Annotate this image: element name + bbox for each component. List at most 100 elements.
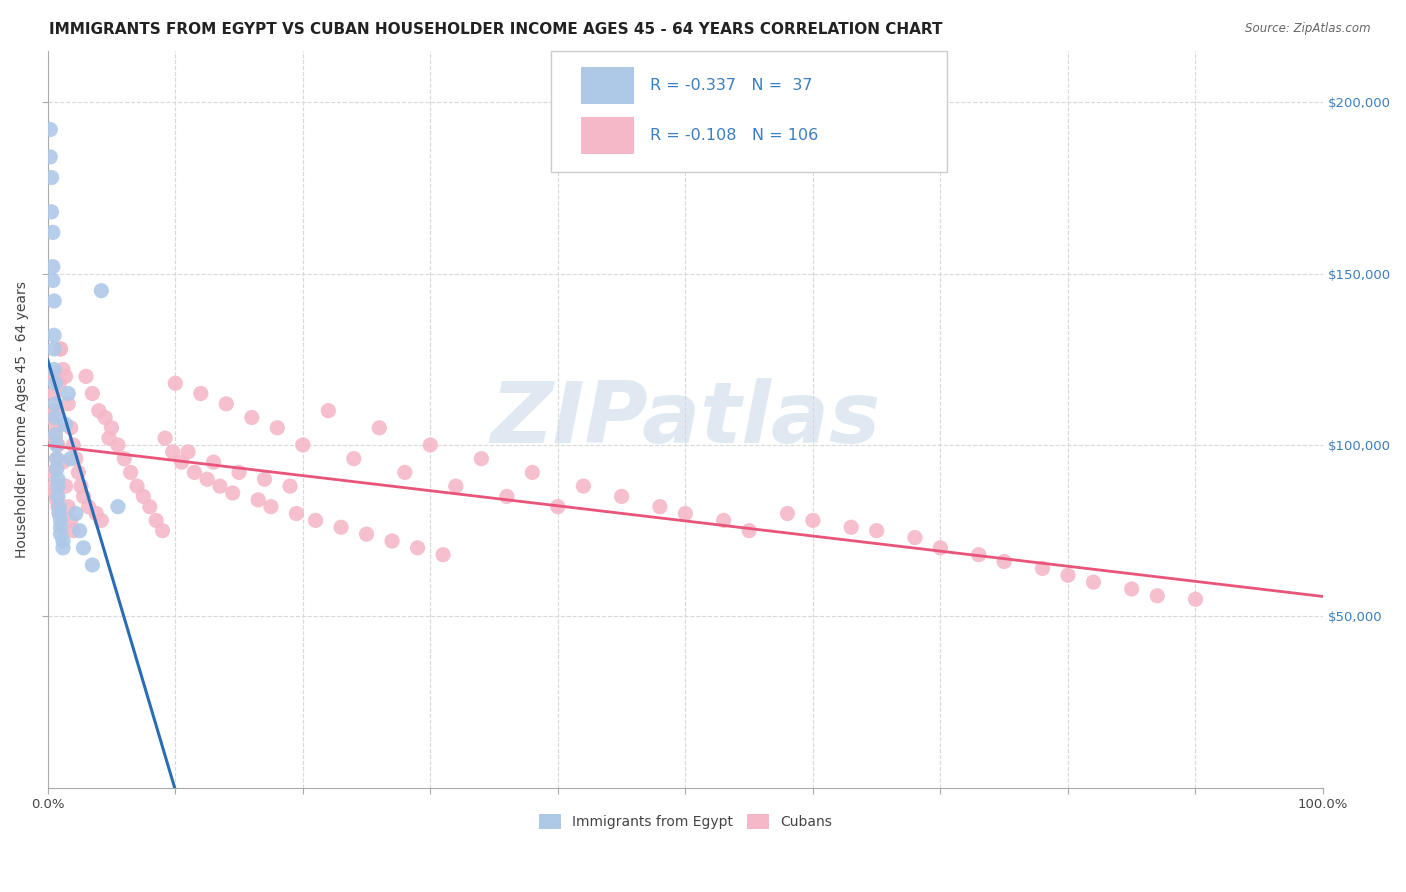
Point — [470, 451, 492, 466]
Point — [42, 386, 65, 401]
Point — [318, 403, 340, 417]
Point — [112, 451, 135, 466]
Point — [738, 524, 761, 538]
Point — [221, 486, 243, 500]
Point — [52, 541, 75, 555]
Point — [1083, 575, 1105, 590]
Text: R = -0.108   N = 106: R = -0.108 N = 106 — [650, 128, 818, 143]
Point — [522, 466, 544, 480]
Point — [46, 438, 69, 452]
Point — [993, 555, 1015, 569]
Point — [52, 362, 75, 376]
Point — [145, 513, 167, 527]
Point — [153, 431, 176, 445]
Point — [82, 558, 104, 572]
Legend: Immigrants from Egypt, Cubans: Immigrants from Egypt, Cubans — [531, 807, 839, 836]
Point — [44, 431, 66, 445]
Point — [65, 507, 87, 521]
Text: ZIPatlas: ZIPatlas — [491, 377, 880, 461]
Point — [278, 479, 301, 493]
Point — [42, 293, 65, 308]
Text: R = -0.337   N =  37: R = -0.337 N = 37 — [650, 78, 813, 93]
Point — [90, 513, 112, 527]
Point — [132, 490, 155, 504]
Point — [84, 507, 107, 521]
Text: IMMIGRANTS FROM EGYPT VS CUBAN HOUSEHOLDER INCOME AGES 45 - 64 YEARS CORRELATION: IMMIGRANTS FROM EGYPT VS CUBAN HOUSEHOLD… — [49, 22, 942, 37]
Point — [59, 421, 82, 435]
Point — [75, 369, 97, 384]
Point — [266, 421, 288, 435]
Point — [42, 328, 65, 343]
Point — [44, 376, 66, 391]
Point — [1031, 561, 1053, 575]
Point — [356, 527, 378, 541]
Point — [55, 417, 77, 432]
Point — [610, 490, 633, 504]
FancyBboxPatch shape — [581, 117, 634, 154]
Point — [56, 386, 79, 401]
Point — [291, 438, 314, 452]
Point — [48, 507, 70, 521]
Point — [94, 410, 117, 425]
FancyBboxPatch shape — [581, 67, 634, 103]
Point — [70, 479, 93, 493]
Point — [247, 492, 270, 507]
Point — [419, 438, 441, 452]
Point — [260, 500, 283, 514]
Point — [55, 369, 77, 384]
Point — [648, 500, 671, 514]
Point — [202, 455, 225, 469]
Point — [304, 513, 326, 527]
Point — [46, 490, 69, 504]
Point — [776, 507, 799, 521]
Point — [49, 520, 72, 534]
FancyBboxPatch shape — [551, 51, 946, 172]
Point — [1057, 568, 1080, 582]
Point — [52, 533, 75, 548]
Point — [44, 403, 66, 417]
Point — [72, 490, 94, 504]
Point — [87, 403, 110, 417]
Point — [330, 520, 353, 534]
Point — [572, 479, 595, 493]
Point — [49, 342, 72, 356]
Point — [44, 410, 66, 425]
Point — [39, 122, 62, 136]
Point — [42, 479, 65, 493]
Point — [139, 500, 162, 514]
Y-axis label: Householder Income Ages 45 - 64 years: Householder Income Ages 45 - 64 years — [15, 281, 30, 558]
Point — [165, 376, 187, 391]
Point — [125, 479, 148, 493]
Point — [90, 284, 112, 298]
Point — [49, 342, 72, 356]
Point — [967, 548, 990, 562]
Point — [46, 500, 69, 514]
Point — [48, 500, 70, 514]
Point — [904, 531, 927, 545]
Point — [42, 273, 65, 287]
Point — [190, 386, 212, 401]
Point — [195, 472, 218, 486]
Point — [183, 466, 205, 480]
Point — [1121, 582, 1143, 596]
Point — [253, 472, 276, 486]
Point — [62, 524, 84, 538]
Point — [41, 170, 63, 185]
Point — [77, 500, 100, 514]
Point — [929, 541, 952, 555]
Point — [42, 466, 65, 480]
Point — [170, 455, 193, 469]
Point — [48, 507, 70, 521]
Point — [42, 362, 65, 376]
Point — [67, 466, 90, 480]
Text: Source: ZipAtlas.com: Source: ZipAtlas.com — [1246, 22, 1371, 36]
Point — [41, 204, 63, 219]
Point — [97, 431, 120, 445]
Point — [368, 421, 391, 435]
Point — [62, 438, 84, 452]
Point — [162, 445, 184, 459]
Point — [42, 226, 65, 240]
Point — [152, 524, 174, 538]
Point — [713, 513, 735, 527]
Point — [42, 260, 65, 274]
